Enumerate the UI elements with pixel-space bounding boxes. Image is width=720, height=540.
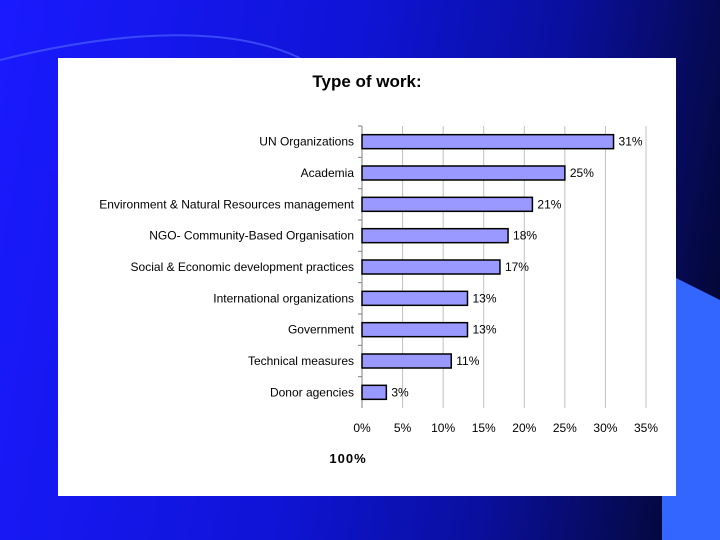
bar: [361, 321, 469, 338]
bar: [361, 353, 453, 369]
x-tick-label: 0%: [353, 421, 371, 435]
data-label: 31%: [619, 135, 643, 149]
bar: [361, 384, 388, 401]
accent-shape: [662, 278, 720, 540]
bar: [361, 196, 534, 213]
data-label: 3%: [391, 385, 409, 399]
y-tick-label: UN Organizations: [259, 135, 354, 149]
y-tick-label: Academia: [301, 166, 355, 180]
y-tick-label: Government: [288, 323, 355, 337]
bar: [361, 290, 469, 307]
data-label: 13%: [472, 291, 496, 305]
x-tick-label: 5%: [394, 421, 412, 435]
chart-title: Type of work:: [312, 72, 422, 91]
y-tick-label: Donor agencies: [270, 385, 354, 399]
data-label: 11%: [456, 354, 479, 368]
y-tick-label: International organizations: [213, 291, 354, 305]
x-tick-label: 25%: [553, 421, 577, 435]
chart-panel: Type of work: 0% 5% 10% 15% 20% 25% 30% 35% UN O…: [58, 58, 676, 496]
bar: [361, 259, 501, 275]
bar: [361, 227, 509, 244]
y-tick-label: Social & Economic development practices: [131, 260, 354, 274]
background-swoosh: [0, 34, 301, 61]
x-tick-label: 15%: [472, 421, 496, 435]
x-axis-label: 100%: [329, 451, 367, 466]
data-label: 21%: [537, 197, 561, 211]
x-tick-label: 10%: [431, 421, 455, 435]
y-tick-label: Technical measures: [248, 354, 354, 368]
bar: [361, 133, 615, 150]
y-tick-label: NGO- Community-Based Organisation: [149, 229, 354, 243]
data-label: 17%: [505, 260, 529, 274]
data-label: 25%: [570, 166, 594, 180]
y-tick-label: Environment & Natural Resources manageme…: [99, 197, 354, 211]
x-tick-label: 20%: [512, 421, 536, 435]
data-label: 18%: [513, 229, 537, 243]
data-label: 13%: [472, 323, 496, 337]
x-tick-label: 35%: [634, 421, 658, 435]
bar-chart: 0% 5% 10% 15% 20% 25% 30% 35% UN Organizations 31…: [99, 125, 658, 435]
x-tick-label: 30%: [593, 421, 617, 435]
bar: [361, 165, 566, 181]
